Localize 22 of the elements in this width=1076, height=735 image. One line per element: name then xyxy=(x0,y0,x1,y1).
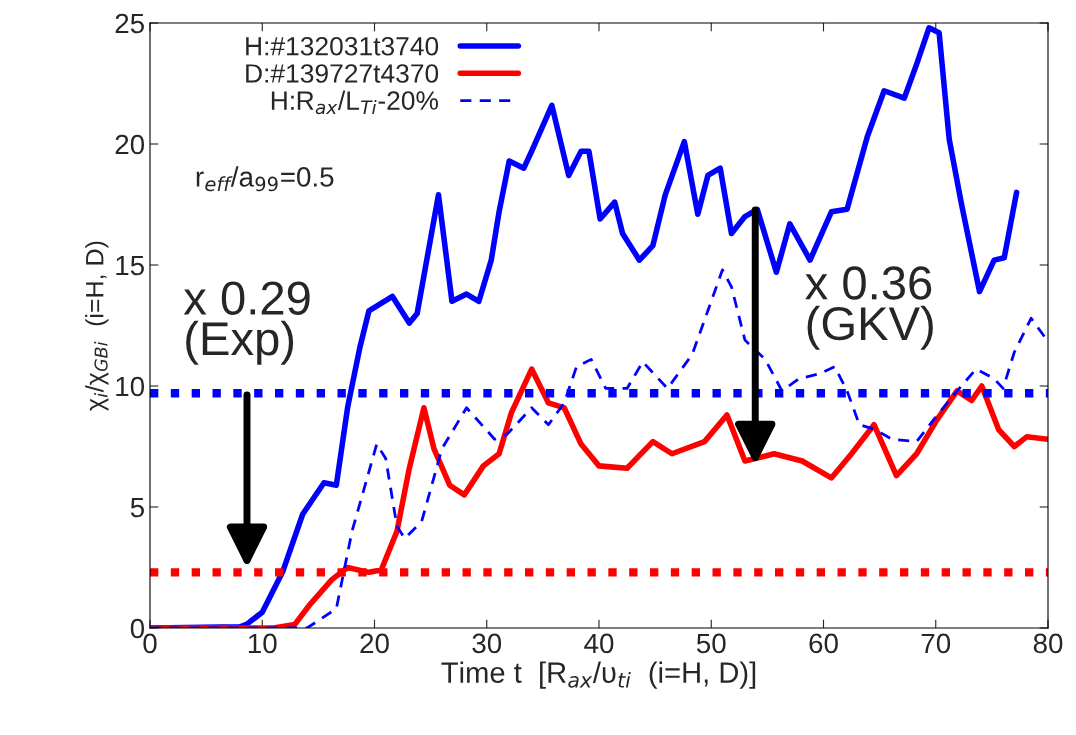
x-tick-label: 50 xyxy=(696,633,726,654)
y-tick-label: 15 xyxy=(116,255,144,276)
x-axis-title: Time t [R$_{ax}$/υ$_{ti}$ (i=H, D)] xyxy=(441,661,756,689)
x-tick-label: 80 xyxy=(1033,633,1063,654)
y-tick-label: 25 xyxy=(115,13,144,34)
x-tick-label: 60 xyxy=(809,633,838,654)
y-tick-label: 5 xyxy=(130,497,144,518)
annotation: x 0.29 (Exp) xyxy=(183,281,310,365)
y-tick-label: 10 xyxy=(116,376,145,397)
legend-label: H:#132031t3740 xyxy=(246,36,439,56)
x-tick-label: 70 xyxy=(921,633,951,654)
x-tick-label: 30 xyxy=(472,633,502,654)
annotation: x 0.36 (GKV) xyxy=(805,266,933,350)
y-axis-title: χ$_{i}$/χ$_{GBi}$ (i=H, D) xyxy=(85,241,109,411)
x-tick-label: 10 xyxy=(248,633,277,654)
x-tick-label: 20 xyxy=(360,633,389,654)
legend-label: H:R$_{ax}$/L$_{Ti}$-20% xyxy=(271,90,439,115)
annotation: r$_{eff}$/a$_{99}$=0.5 xyxy=(196,166,334,192)
y-tick-label: 20 xyxy=(115,134,145,155)
y-tick-label: 0 xyxy=(130,618,145,639)
x-tick-label: 40 xyxy=(584,633,614,654)
legend-label: D:#139727t4370 xyxy=(246,64,439,83)
